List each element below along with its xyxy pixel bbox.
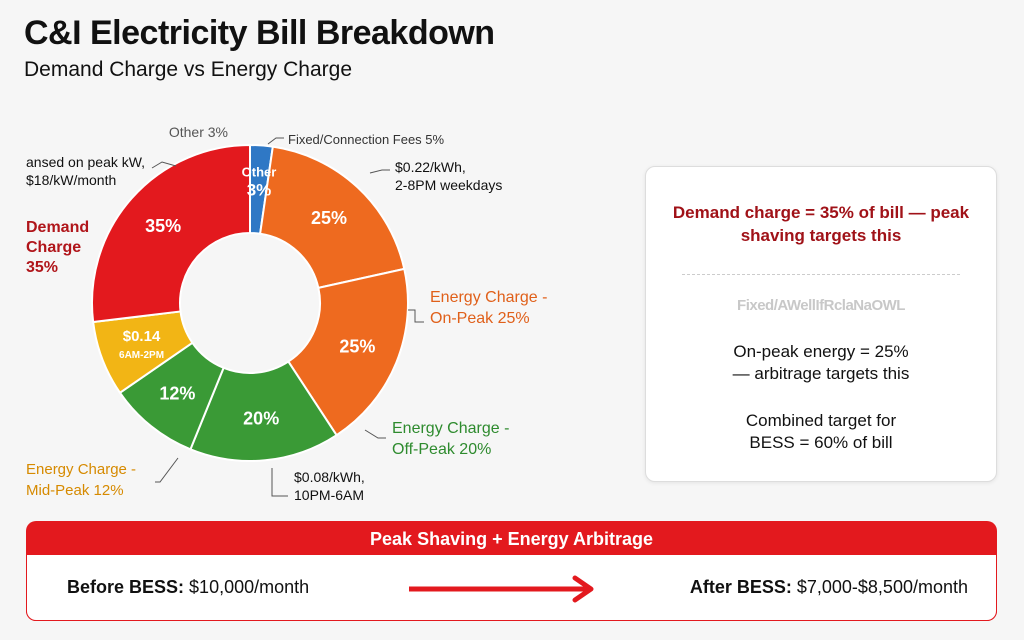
slice-callout-label: Demand Charge 35% bbox=[26, 219, 89, 276]
slice-callout-label: Energy Charge -Off-Peak 20% bbox=[392, 420, 509, 458]
fees-label: Fixed/Connection Fees 5% bbox=[288, 132, 445, 147]
slice-value-label: 12% bbox=[159, 383, 195, 403]
banner-title: Peak Shaving + Energy Arbitrage bbox=[370, 529, 653, 549]
pie-slice bbox=[189, 360, 338, 462]
page-title: C&I Electricity Bill Breakdown bbox=[24, 14, 495, 52]
slice-value-label: 35% bbox=[145, 216, 181, 236]
leader-line bbox=[151, 161, 177, 169]
pie-slice bbox=[258, 145, 406, 290]
page-subtitle: Demand Charge vs Energy Charge bbox=[24, 58, 353, 81]
leader-line bbox=[364, 429, 386, 439]
before-bess-value: $10,000/month bbox=[189, 577, 310, 597]
leader-line bbox=[271, 468, 288, 497]
after-bess-value: $7,000-$8,500/month bbox=[796, 577, 968, 597]
banner-body: Before BESS: $10,000/month After BESS: $… bbox=[26, 555, 997, 621]
callout-divider bbox=[682, 274, 960, 275]
after-bess: After BESS: $7,000-$8,500/month bbox=[690, 577, 968, 598]
savings-banner: Peak Shaving + Energy Arbitrage Before B… bbox=[26, 521, 997, 621]
slice-value-label: 25% bbox=[339, 337, 375, 357]
before-bess: Before BESS: $10,000/month bbox=[67, 577, 309, 598]
slice-callout-label: $0.22/kWh, 2-8PM weekdays bbox=[395, 159, 502, 193]
pie-slice bbox=[286, 267, 409, 437]
after-bess-label: After BESS: bbox=[689, 577, 792, 597]
slice-callout-label: Other 3% bbox=[169, 124, 228, 140]
slice-callout-label: $0.08/kWh, 10PM-6AM bbox=[294, 469, 365, 503]
slice-callout-label: Energy Charge -On-Peak 25% bbox=[430, 289, 547, 327]
pie-slice bbox=[91, 143, 251, 324]
insight-callout: Demand charge = 35% of bill — peak shavi… bbox=[645, 166, 997, 482]
before-bess-label: Before BESS: bbox=[67, 577, 185, 597]
slice-value-label: 25% bbox=[311, 208, 347, 228]
leader-line bbox=[267, 137, 284, 145]
slice-callout-label: Energy Charge -Mid-Peak 12% bbox=[26, 461, 136, 499]
callout-onpeak-text: On-peak energy = 25% — arbitrage targets… bbox=[732, 342, 910, 383]
slice-value-label: $0.14 6AM-2PM bbox=[119, 328, 164, 361]
callout-faded-text: Fixed/AWellIfRclaNaOWL bbox=[737, 297, 905, 314]
demand-rate-label: ansed on peak kW, $18/kW/month bbox=[26, 154, 145, 188]
donut-chart: Other 3% 25% 25% 20% 12% $0.14 6AM-2PM 35% Other … bbox=[26, 124, 547, 503]
leader-line bbox=[155, 457, 179, 483]
slice-value-label: Other 3% bbox=[242, 164, 277, 199]
callout-headline: Demand charge = 35% of bill — peak shavi… bbox=[672, 203, 970, 245]
callout-combined-text: Combined target for BESS = 60% of bill bbox=[745, 411, 897, 452]
leader-line bbox=[408, 309, 424, 323]
right-arrow-icon bbox=[409, 575, 594, 603]
slice-value-label: 20% bbox=[243, 408, 279, 428]
leader-line bbox=[369, 169, 390, 174]
